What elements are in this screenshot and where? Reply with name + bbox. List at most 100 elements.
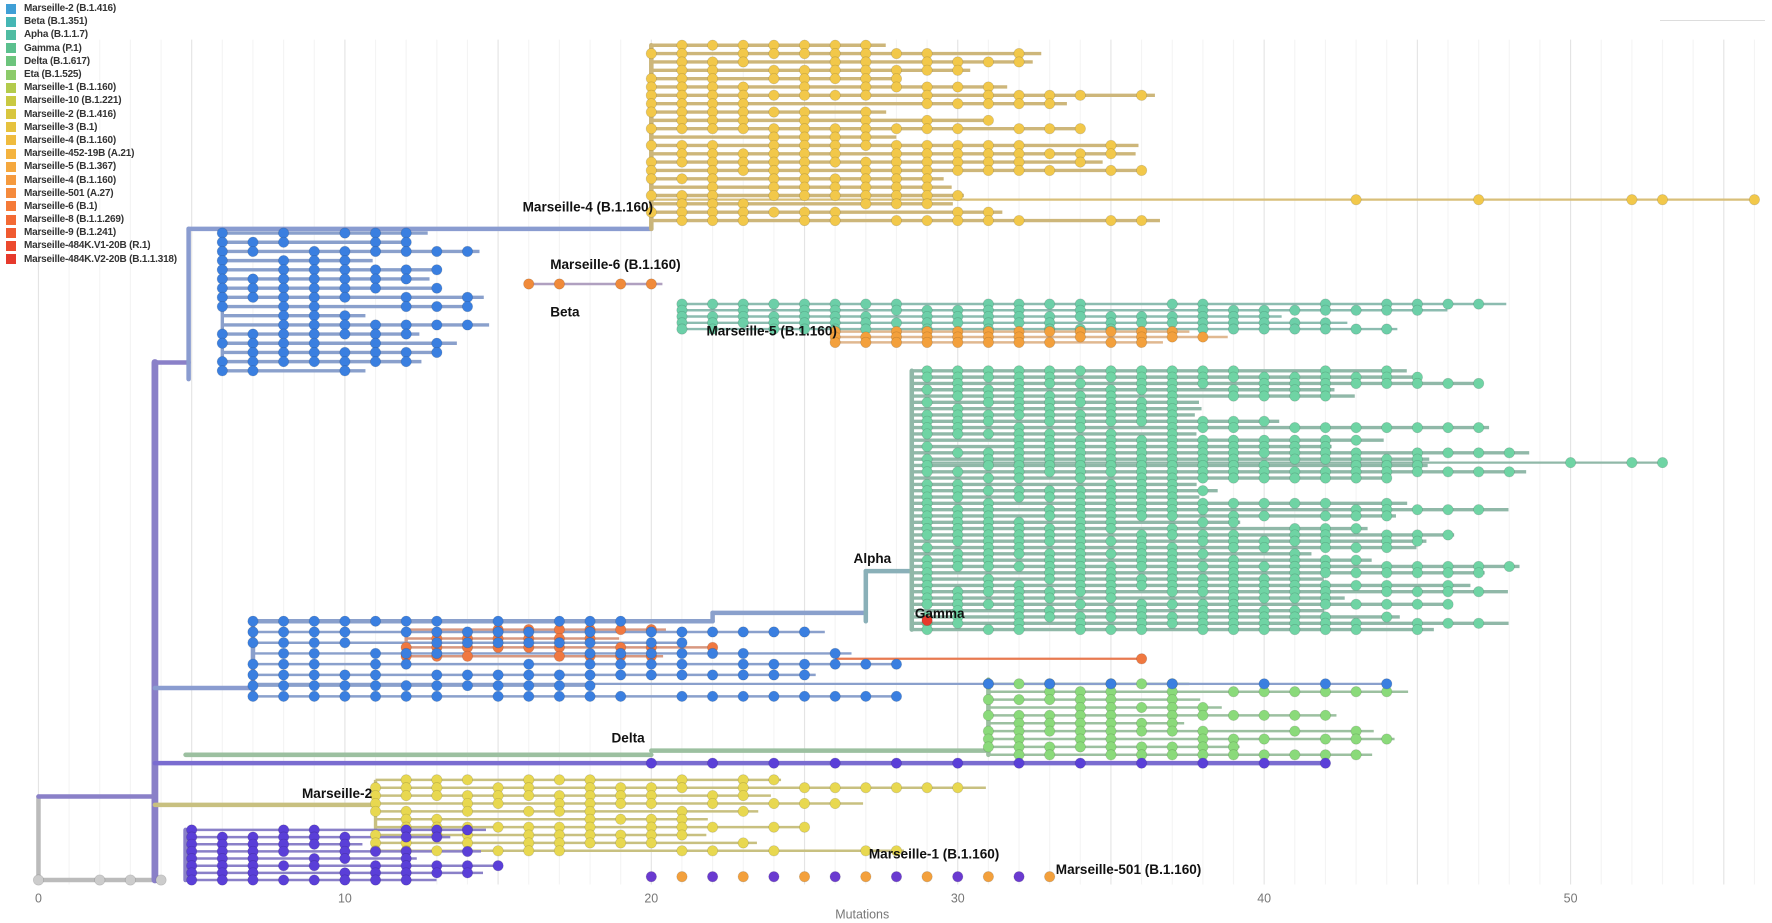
tree-node — [615, 278, 627, 290]
tree-node — [768, 797, 780, 810]
tree-node — [339, 328, 351, 340]
tree-node — [1074, 598, 1086, 610]
tree-node — [553, 650, 565, 662]
tree-node — [431, 831, 443, 843]
legend-item[interactable]: Marseille-4 (B.1.160) — [6, 173, 177, 186]
tree-node — [890, 81, 903, 93]
legend-item[interactable]: Marseille-484K.V1-20B (R.1) — [6, 239, 177, 252]
tree-node — [278, 874, 290, 886]
tree-node — [645, 757, 657, 769]
tree-node — [369, 658, 382, 670]
tree-node — [1319, 709, 1331, 721]
tree-node — [1258, 733, 1270, 745]
legend-item[interactable]: Marseille-501 (A.27) — [6, 187, 177, 200]
tree-node — [890, 123, 903, 135]
tree-node — [339, 227, 351, 239]
x-tick-label: 50 — [1564, 892, 1578, 906]
tree-node — [553, 805, 565, 817]
tree-node — [860, 658, 872, 670]
tree-node — [369, 845, 382, 857]
tree-node — [278, 860, 290, 872]
tree-node — [216, 337, 228, 349]
tree-node — [860, 336, 872, 348]
tree-node — [1136, 560, 1148, 573]
tree-node — [278, 658, 290, 670]
legend-swatch — [6, 109, 16, 120]
tree-node — [1197, 377, 1209, 389]
tree-node — [278, 669, 290, 681]
tree-node — [1105, 624, 1117, 636]
tree-node — [369, 647, 382, 659]
tree-node — [1227, 541, 1240, 554]
tree-node — [707, 323, 719, 335]
tree-node — [829, 156, 841, 168]
tree-node — [829, 782, 841, 794]
tree-node — [216, 874, 228, 886]
tree-node — [1350, 686, 1362, 698]
tree-node — [1442, 567, 1454, 579]
tree-node — [768, 106, 780, 118]
legend-item[interactable]: Marseille-452-19B (A.21) — [6, 147, 177, 160]
tree-node — [1289, 535, 1301, 547]
tree-node — [829, 336, 841, 348]
tree-node — [1074, 422, 1086, 434]
legend-item[interactable]: Delta (B.1.617) — [6, 55, 177, 68]
legend-item[interactable]: Marseille-6 (B.1) — [6, 200, 177, 213]
tree-node — [492, 860, 504, 872]
tree-node — [615, 837, 627, 849]
legend-item[interactable]: Marseille-4 (B.1.160) — [6, 134, 177, 147]
legend-swatch — [6, 69, 16, 80]
tree-node — [982, 598, 994, 610]
tree-node — [921, 336, 933, 348]
tree-node — [1381, 611, 1393, 623]
legend-item[interactable]: Apha (B.1.1.7) — [6, 28, 177, 41]
tree-node — [339, 626, 351, 638]
legend-label: Beta (B.1.351) — [24, 16, 88, 28]
tree-node — [645, 48, 657, 60]
tree-node — [400, 356, 412, 368]
tree-node — [553, 278, 565, 290]
tree-node — [798, 669, 811, 681]
legend-item[interactable]: Marseille-10 (B.1.221) — [6, 94, 177, 107]
tree-node — [400, 790, 412, 802]
legend-item[interactable]: Marseille-9 (B.1.241) — [6, 226, 177, 239]
tree-node — [1319, 510, 1331, 522]
legend-item[interactable]: Marseille-5 (B.1.367) — [6, 160, 177, 173]
tree-node — [707, 690, 719, 702]
tree-node — [553, 774, 565, 786]
reset-layout-button[interactable] — [1660, 20, 1765, 21]
legend-item[interactable]: Gamma (P.1) — [6, 42, 177, 55]
tree-node — [1166, 529, 1178, 541]
tree-node — [1503, 447, 1515, 459]
tree-node — [1350, 733, 1362, 745]
tree-node — [768, 845, 780, 857]
legend-item[interactable]: Marseille-484K.V2-20B (B.1.1.318) — [6, 253, 177, 266]
tree-node — [1289, 422, 1301, 434]
tree-node — [308, 356, 320, 368]
tree-node — [1105, 466, 1117, 478]
tree-node — [1044, 377, 1056, 389]
tree-node — [798, 215, 811, 227]
legend-item[interactable]: Eta (B.1.525) — [6, 68, 177, 81]
legend-item[interactable]: Marseille-8 (B.1.1.269) — [6, 213, 177, 226]
tree-node — [278, 647, 290, 659]
legend-swatch — [6, 16, 16, 27]
x-tick-label: 20 — [644, 892, 658, 906]
legend-label: Marseille-452-19B (A.21) — [24, 148, 135, 160]
tree-node — [707, 845, 719, 857]
legend-item[interactable]: Beta (B.1.351) — [6, 15, 177, 28]
tree-node — [737, 317, 749, 329]
tree-node — [890, 215, 903, 227]
tree-node — [860, 690, 872, 702]
legend-item[interactable]: Marseille-1 (B.1.160) — [6, 81, 177, 94]
tree-node — [400, 300, 412, 313]
legend-swatch — [6, 254, 16, 265]
tree-node — [1166, 586, 1178, 598]
tree-node — [737, 215, 749, 227]
legend-item[interactable]: Marseille-2 (B.1.416) — [6, 2, 177, 15]
legend-item[interactable]: Marseille-3 (B.1) — [6, 121, 177, 134]
legend-item[interactable]: Marseille-2 (B.1.416) — [6, 108, 177, 121]
tree-node — [1013, 560, 1025, 573]
tree-node — [1166, 298, 1178, 310]
tree-node — [1289, 592, 1301, 604]
